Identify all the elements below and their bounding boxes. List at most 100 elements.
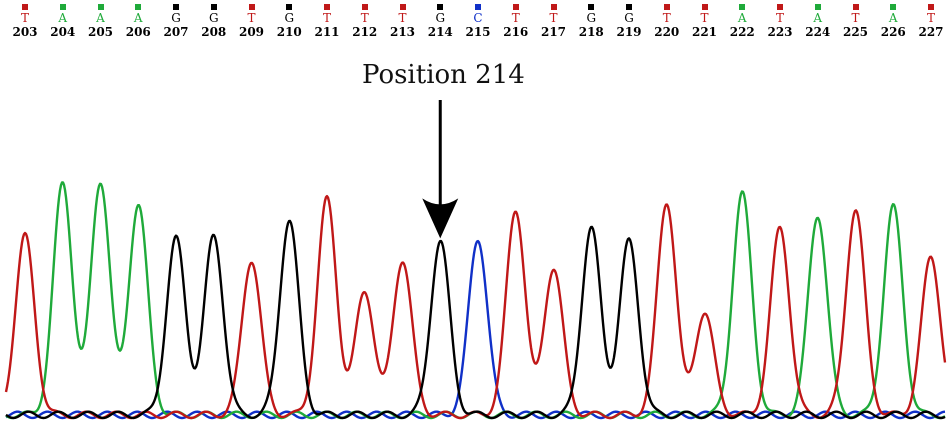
base-position-number: 205 <box>87 25 114 39</box>
base-letter: A <box>96 11 105 25</box>
base-color-marker <box>739 4 746 10</box>
base-call-223: T 223 <box>765 4 795 40</box>
base-position-number: 214 <box>427 25 453 39</box>
base-position-number: 215 <box>465 25 491 39</box>
base-letter: T <box>360 11 369 25</box>
base-color-marker <box>550 4 557 10</box>
base-call-224: A 224 <box>803 4 833 40</box>
base-position-number: 213 <box>389 25 416 39</box>
trace-C <box>5 239 946 420</box>
base-position-number: 217 <box>540 25 567 39</box>
base-call-207: G 207 <box>161 4 191 40</box>
base-position-number: 216 <box>503 25 529 39</box>
base-color-marker <box>22 4 28 10</box>
base-letter: G <box>171 11 181 25</box>
base-call-214: G 214 <box>425 4 455 40</box>
base-letter: T <box>662 11 671 25</box>
base-letter: G <box>284 11 295 25</box>
base-letter: T <box>247 11 256 25</box>
base-position-number: 208 <box>201 25 227 39</box>
base-call-225: T 225 <box>841 4 871 40</box>
base-color-marker <box>814 4 821 10</box>
base-color-marker <box>777 4 783 10</box>
base-letter: T <box>775 11 784 25</box>
base-call-218: G 218 <box>576 4 606 40</box>
base-call-217: T 217 <box>539 4 569 40</box>
base-call-222: A 222 <box>727 4 757 40</box>
base-letter: T <box>549 11 558 25</box>
base-position-number: 218 <box>578 25 604 39</box>
base-color-marker <box>59 4 66 10</box>
position-annotation-label: Position 214 <box>362 60 525 90</box>
base-color-marker <box>852 4 859 10</box>
base-position-number: 203 <box>12 25 38 39</box>
base-color-marker <box>928 4 934 10</box>
base-letter: A <box>737 11 747 25</box>
base-letter: T <box>511 11 520 25</box>
base-call-215: C 215 <box>463 4 493 40</box>
base-position-number: 221 <box>691 25 718 39</box>
base-position-number: 225 <box>842 25 869 39</box>
base-call-206: A 206 <box>123 4 153 40</box>
base-letter: T <box>398 11 407 25</box>
base-color-marker <box>626 4 632 10</box>
trace-G <box>5 219 946 420</box>
base-letter: G <box>435 11 446 25</box>
base-position-number: 219 <box>616 25 642 39</box>
base-color-marker <box>361 4 368 10</box>
base-call-220: T 220 <box>652 4 682 40</box>
base-position-number: 204 <box>50 25 76 39</box>
base-position-number: 211 <box>314 25 340 39</box>
base-call-212: T 212 <box>350 4 380 40</box>
base-letter: T <box>700 11 709 25</box>
base-call-205: A 205 <box>86 4 116 40</box>
base-letter: T <box>926 11 935 25</box>
base-letter: G <box>624 11 634 25</box>
base-call-209: T 209 <box>237 4 267 40</box>
base-letter: G <box>208 11 219 25</box>
base-letter: T <box>322 11 331 25</box>
base-position-number: 222 <box>729 25 755 39</box>
base-position-number: 209 <box>238 25 265 39</box>
base-color-marker <box>663 4 670 10</box>
base-letter: T <box>851 11 860 25</box>
base-color-marker <box>97 4 104 10</box>
base-position-number: 224 <box>805 25 831 39</box>
base-call-208: G 208 <box>199 4 229 40</box>
base-call-219: G 219 <box>614 4 644 40</box>
base-letter: A <box>58 11 68 25</box>
base-position-number: 210 <box>276 25 302 39</box>
base-color-marker <box>248 4 255 10</box>
base-position-number: 206 <box>125 25 151 39</box>
base-letter: G <box>586 11 597 25</box>
base-call-204: A 204 <box>48 4 78 40</box>
base-call-227: T 227 <box>916 4 946 40</box>
base-position-number: 220 <box>654 25 680 39</box>
base-color-marker <box>399 4 406 10</box>
annotation-arrow-head <box>422 198 459 239</box>
base-color-marker <box>286 4 293 10</box>
base-color-marker <box>437 4 444 10</box>
base-position-number: 227 <box>918 25 944 39</box>
trace-A <box>5 181 946 420</box>
base-color-marker <box>890 4 897 10</box>
base-call-210: G 210 <box>274 4 304 40</box>
base-call-216: T 216 <box>501 4 531 40</box>
base-position-number: 207 <box>163 25 189 39</box>
base-color-marker <box>701 4 708 10</box>
base-position-number: 212 <box>352 25 378 39</box>
base-color-marker <box>475 4 481 10</box>
base-call-213: T 213 <box>388 4 418 40</box>
base-call-226: A 226 <box>878 4 908 40</box>
base-letter: A <box>133 11 143 25</box>
base-letter: A <box>813 11 823 25</box>
base-color-marker <box>512 4 519 10</box>
base-letter: C <box>473 11 483 25</box>
trace-T <box>4 194 947 420</box>
base-position-number: 223 <box>767 25 793 39</box>
base-color-marker <box>173 4 179 10</box>
base-call-211: T 211 <box>312 4 342 40</box>
base-call-203: T 203 <box>10 4 40 40</box>
